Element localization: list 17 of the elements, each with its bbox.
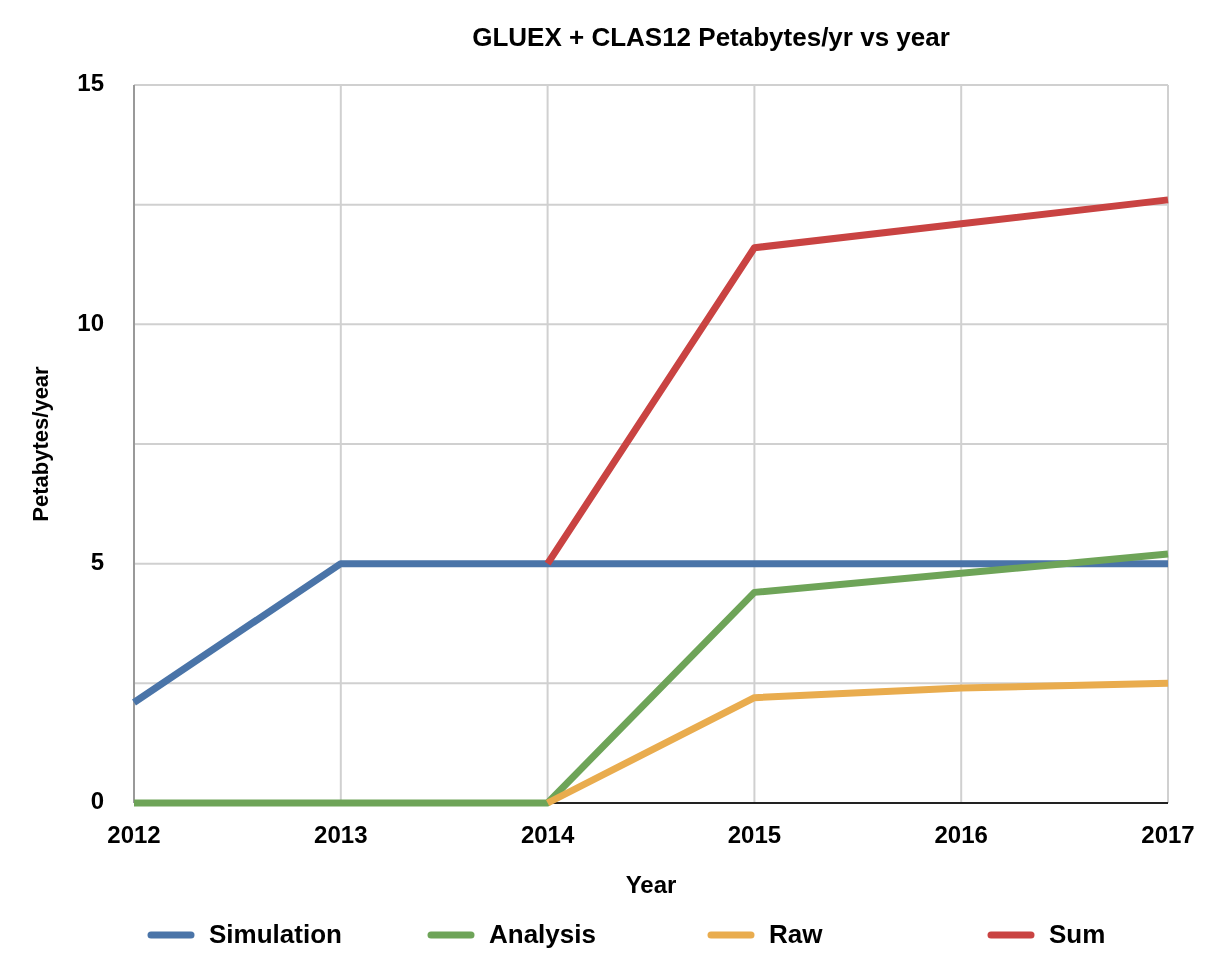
chart-title: GLUEX + CLAS12 Petabytes/yr vs year xyxy=(472,22,950,52)
x-tick-label: 2013 xyxy=(314,821,368,848)
x-tick-label: 2017 xyxy=(1141,821,1195,848)
x-tick-label: 2015 xyxy=(727,821,782,848)
legend-label: Analysis xyxy=(489,919,596,949)
y-tick-label: 15 xyxy=(77,69,104,97)
y-tick-label: 10 xyxy=(77,308,104,336)
x-tick-label: 2012 xyxy=(107,821,161,848)
legend-label: Sum xyxy=(1049,919,1106,949)
y-tick-label: 5 xyxy=(90,548,104,576)
legend-label: Raw xyxy=(769,919,824,949)
x-tick-label: 2014 xyxy=(520,821,575,848)
legend-label: Simulation xyxy=(209,919,342,949)
y-tick-label: 0 xyxy=(90,787,104,815)
y-axis-title: Petabytes/year xyxy=(28,365,53,522)
x-tick-label: 2016 xyxy=(934,821,988,848)
x-axis-title: Year xyxy=(625,871,677,898)
